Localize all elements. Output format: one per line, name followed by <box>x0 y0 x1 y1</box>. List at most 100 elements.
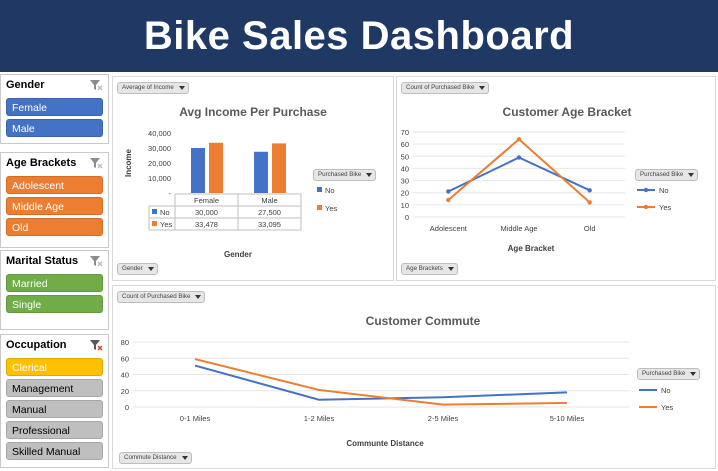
y-tick-label: 40 <box>121 371 129 380</box>
dropdown-arrow-icon <box>479 86 486 90</box>
legend-label-no: No <box>659 186 669 195</box>
bar-male-yes <box>272 143 286 193</box>
dropdown-arrow-icon <box>147 267 154 271</box>
data-point-yes <box>446 197 451 203</box>
legend-label-no: No <box>325 186 335 195</box>
legend-key-yes <box>152 221 157 226</box>
table-cell: 30,000 <box>195 208 218 217</box>
bar-male-no <box>254 151 268 193</box>
data-point-no <box>446 189 451 194</box>
slicer-item-old[interactable]: Old <box>6 218 103 236</box>
legend-field-label: Purchased Bike <box>640 171 684 178</box>
x-tick-label: 2-5 Miles <box>428 414 459 423</box>
chart-title: Customer Commute <box>365 314 481 328</box>
legend-field-button[interactable]: Purchased Bike <box>637 368 701 380</box>
clear-filter-icon[interactable] <box>89 157 103 169</box>
commute-line-chart: 80 60 40 20 0 0-1 Miles 1-2 Miles 2-5 Miles 5-10… <box>121 338 674 448</box>
gender-slicer-header: Gender <box>1 75 108 95</box>
age-slicer-header: Age Brackets <box>1 153 108 173</box>
value-field-button[interactable]: Average of Income <box>117 82 189 94</box>
x-tick-label: Middle Age <box>500 224 537 233</box>
slicer-item-female[interactable]: Female <box>6 98 103 116</box>
axis-field-label: Commute Distance <box>124 454 177 461</box>
axis-field-label: Gender <box>122 265 143 272</box>
dropdown-arrow-icon <box>181 456 188 460</box>
y-tick-label: 30,000 <box>148 144 171 153</box>
data-point-no <box>516 155 522 160</box>
y-tick-label: 10,000 <box>148 174 171 183</box>
slicer-item-adolescent[interactable]: Adolescent <box>6 176 103 194</box>
y-tick-label: - <box>169 189 172 198</box>
y-tick-label: 40,000 <box>148 129 171 138</box>
y-tick-label: 50 <box>401 152 409 161</box>
y-tick-label: 60 <box>401 140 409 149</box>
dashboard-title: Bike Sales Dashboard <box>143 13 575 58</box>
series-line-no <box>194 364 568 401</box>
table-cell: 27,500 <box>258 208 281 217</box>
x-axis-label: Age Bracket <box>508 244 555 253</box>
value-field-button[interactable]: Count of Purchased Bike <box>401 82 490 94</box>
y-tick-label: 0 <box>125 403 129 412</box>
gender-slicer: Gender Female Male <box>0 74 109 144</box>
legend-field-button[interactable]: Purchased Bike <box>313 169 377 181</box>
y-tick-label: 20 <box>121 387 129 396</box>
table-row-label: Yes <box>160 220 172 229</box>
legend-label-yes: Yes <box>659 203 671 212</box>
gender-slicer-title: Gender <box>6 79 45 91</box>
legend-field-button[interactable]: Purchased Bike <box>635 169 699 181</box>
axis-field-button[interactable]: Gender <box>117 263 158 275</box>
slicer-item-professional[interactable]: Professional <box>6 421 103 439</box>
y-tick-label: 10 <box>401 201 409 210</box>
occupation-slicer-header: Occupation <box>1 335 108 355</box>
x-tick-label: Old <box>584 224 596 233</box>
slicer-item-married[interactable]: Married <box>6 274 103 292</box>
slicer-item-skilled-manual[interactable]: Skilled Manual <box>6 442 103 460</box>
legend-key-yes <box>317 205 322 210</box>
dropdown-arrow-icon <box>178 86 185 90</box>
clear-filter-icon[interactable] <box>89 79 103 91</box>
legend-key-no <box>317 187 322 192</box>
value-field-label: Count of Purchased Bike <box>406 84 475 91</box>
value-field-button[interactable]: Count of Purchased Bike <box>117 291 206 303</box>
table-header: Male <box>261 196 277 205</box>
occupation-slicer-title: Occupation <box>6 339 67 351</box>
series-line-yes <box>194 358 568 406</box>
table-cell: 33,478 <box>195 220 218 229</box>
y-tick-label: 20 <box>401 189 409 198</box>
income-chart-panel: Average of Income Avg Income Per Purchas… <box>112 76 394 281</box>
y-tick-label: 30 <box>401 177 409 186</box>
slicer-item-clerical[interactable]: Clerical <box>6 358 103 376</box>
axis-field-button[interactable]: Age Brackets <box>401 263 458 275</box>
slicer-item-management[interactable]: Management <box>6 379 103 397</box>
series-line-no <box>447 156 591 193</box>
legend-label-yes: Yes <box>325 204 337 213</box>
chart-title: Customer Age Bracket <box>502 105 632 119</box>
legend-field-label: Purchased Bike <box>642 370 686 377</box>
legend-marker-no <box>643 187 649 193</box>
x-tick-label: 1-2 Miles <box>304 414 335 423</box>
x-tick-label: 5-10 Miles <box>550 414 585 423</box>
clear-filter-icon[interactable] <box>89 339 103 351</box>
axis-field-button[interactable]: Commute Distance <box>119 452 192 464</box>
bar-female-no <box>191 148 205 193</box>
slicer-item-male[interactable]: Male <box>6 119 103 137</box>
axis-field-label: Age Brackets <box>406 265 443 272</box>
slicer-item-middle-age[interactable]: Middle Age <box>6 197 103 215</box>
dropdown-arrow-icon <box>195 295 202 299</box>
legend-field-label: Purchased Bike <box>318 171 362 178</box>
slicer-item-manual[interactable]: Manual <box>6 400 103 418</box>
marital-slicer-title: Marital Status <box>6 255 79 267</box>
dropdown-arrow-icon <box>447 267 454 271</box>
clear-filter-icon[interactable] <box>89 255 103 267</box>
dropdown-arrow-icon <box>690 372 697 376</box>
age-slicer-title: Age Brackets <box>6 157 77 169</box>
title-banner: Bike Sales Dashboard <box>0 0 718 72</box>
slicer-item-single[interactable]: Single <box>6 295 103 313</box>
y-axis-label: Income <box>124 148 133 177</box>
age-chart-panel: Count of Purchased Bike Customer Age Bra… <box>396 76 716 281</box>
dropdown-arrow-icon <box>688 173 695 177</box>
y-tick-label: 0 <box>405 213 409 222</box>
marital-status-slicer: Marital Status Married Single <box>0 250 109 330</box>
y-tick-label: 70 <box>401 128 409 137</box>
